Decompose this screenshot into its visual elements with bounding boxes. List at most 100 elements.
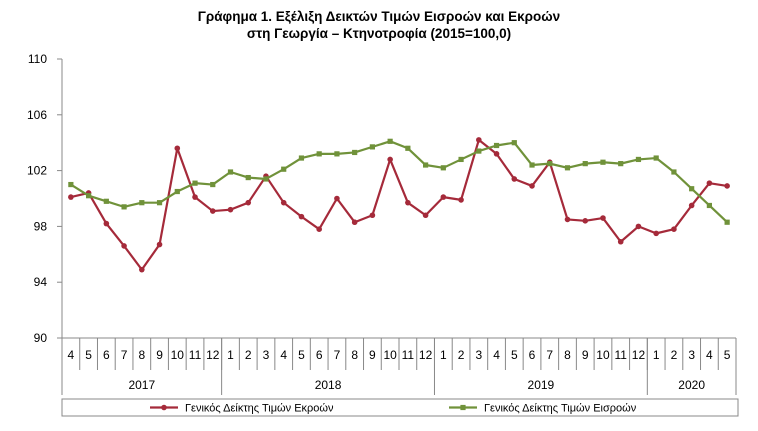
data-point (529, 162, 535, 168)
data-point (209, 208, 216, 214)
data-point (564, 216, 571, 223)
legend-label: Γενικός Δείκτης Τιμών Εκροών (185, 403, 334, 415)
x-tick-label: 2 (671, 348, 678, 362)
x-tick-label: 7 (334, 348, 341, 362)
year-label: 2020 (678, 378, 705, 392)
data-point (582, 218, 589, 224)
data-point (245, 174, 251, 181)
data-point (369, 212, 376, 219)
data-point (192, 180, 198, 186)
data-point (440, 194, 447, 200)
data-point (103, 198, 109, 204)
x-tick-label: 6 (316, 348, 323, 362)
data-point (511, 140, 517, 146)
data-point (156, 200, 163, 206)
x-tick-labels: 4 5 6 7 8 9 10 11 12 1 2 3 4 5 6 7 8 9 10 11 12 1 2 3 4 5 6 7 8 9 10 11… (68, 348, 731, 362)
x-tick-label: 2 (458, 348, 465, 362)
data-point (493, 151, 500, 157)
data-point (476, 137, 482, 143)
data-point (156, 241, 163, 248)
data-point (192, 194, 198, 200)
x-tick-label: 12 (632, 348, 646, 362)
chart-axes (57, 58, 737, 395)
x-tick-label: 12 (206, 348, 220, 362)
data-point (493, 142, 500, 149)
legend-marker (460, 404, 466, 411)
x-tick-label: 11 (614, 348, 627, 362)
y-tick-label: 106 (27, 108, 47, 122)
data-point (653, 155, 659, 161)
y-tick-label: 110 (28, 52, 47, 66)
x-tick-label: 6 (529, 348, 536, 362)
data-point (724, 219, 730, 225)
legend-marker (161, 404, 167, 411)
data-point (458, 197, 464, 203)
data-point (618, 161, 624, 167)
x-tick-label: 10 (596, 348, 610, 362)
data-point (68, 194, 74, 200)
x-tick-label: 8 (564, 348, 571, 362)
data-point (387, 156, 393, 163)
x-tick-label: 11 (402, 348, 415, 362)
y-tick-label: 94 (34, 275, 48, 289)
data-point (476, 148, 482, 154)
data-point (227, 169, 234, 175)
data-point (121, 204, 127, 210)
series-line-1 (70, 138, 728, 271)
data-point (245, 199, 252, 206)
y-tick-label: 98 (34, 219, 48, 233)
x-tick-label: 11 (189, 348, 202, 362)
x-tick-label: 2 (245, 348, 252, 362)
x-tick-label: 6 (103, 348, 110, 362)
data-point (689, 186, 695, 192)
x-tick-label: 4 (706, 348, 713, 362)
x-tick-label: 4 (280, 348, 287, 362)
data-point (139, 200, 145, 206)
y-tick-labels: 90 94 98 102 106 110 (27, 52, 47, 345)
data-point (298, 155, 305, 161)
year-label: 2019 (528, 378, 555, 392)
data-point (281, 166, 287, 172)
data-point (724, 183, 730, 189)
data-point (564, 165, 571, 171)
x-tick-label: 1 (227, 348, 234, 362)
data-point (351, 219, 358, 226)
y-tick-label: 102 (27, 164, 47, 178)
data-point (103, 220, 110, 227)
chart-title: Γράφημα 1. Εξέλιξη Δεικτών Τιμών Εισροών… (197, 9, 561, 24)
data-point (458, 156, 464, 163)
data-point (263, 176, 269, 182)
x-tick-label: 4 (493, 348, 500, 362)
data-point (653, 230, 659, 237)
legend-box (61, 398, 739, 417)
year-labels: 2017 2018 2019 2020 (128, 378, 705, 392)
data-point (422, 212, 429, 219)
data-point (671, 226, 677, 232)
x-tick-label: 7 (121, 348, 128, 362)
data-point (547, 161, 553, 167)
x-tick-label: 5 (511, 348, 518, 362)
data-point (369, 144, 375, 150)
data-point (334, 195, 340, 202)
data-point (227, 206, 234, 213)
data-point (440, 165, 446, 171)
data-point (121, 243, 127, 249)
data-point (688, 202, 695, 209)
data-point (298, 213, 305, 220)
x-tick-label: 3 (688, 348, 695, 362)
data-point (423, 162, 429, 168)
x-tick-label: 9 (582, 348, 589, 362)
data-point (600, 215, 606, 221)
x-tick-label: 4 (68, 348, 75, 362)
x-tick-label: 9 (156, 348, 163, 362)
x-tick-label: 12 (419, 348, 433, 362)
data-point (511, 176, 518, 182)
data-point (617, 238, 624, 245)
data-point (210, 181, 216, 188)
year-label: 2018 (315, 378, 342, 392)
data-point (405, 199, 411, 206)
data-point (174, 188, 180, 195)
data-point (635, 156, 642, 163)
x-tick-label: 3 (475, 348, 482, 362)
data-point (706, 180, 713, 186)
